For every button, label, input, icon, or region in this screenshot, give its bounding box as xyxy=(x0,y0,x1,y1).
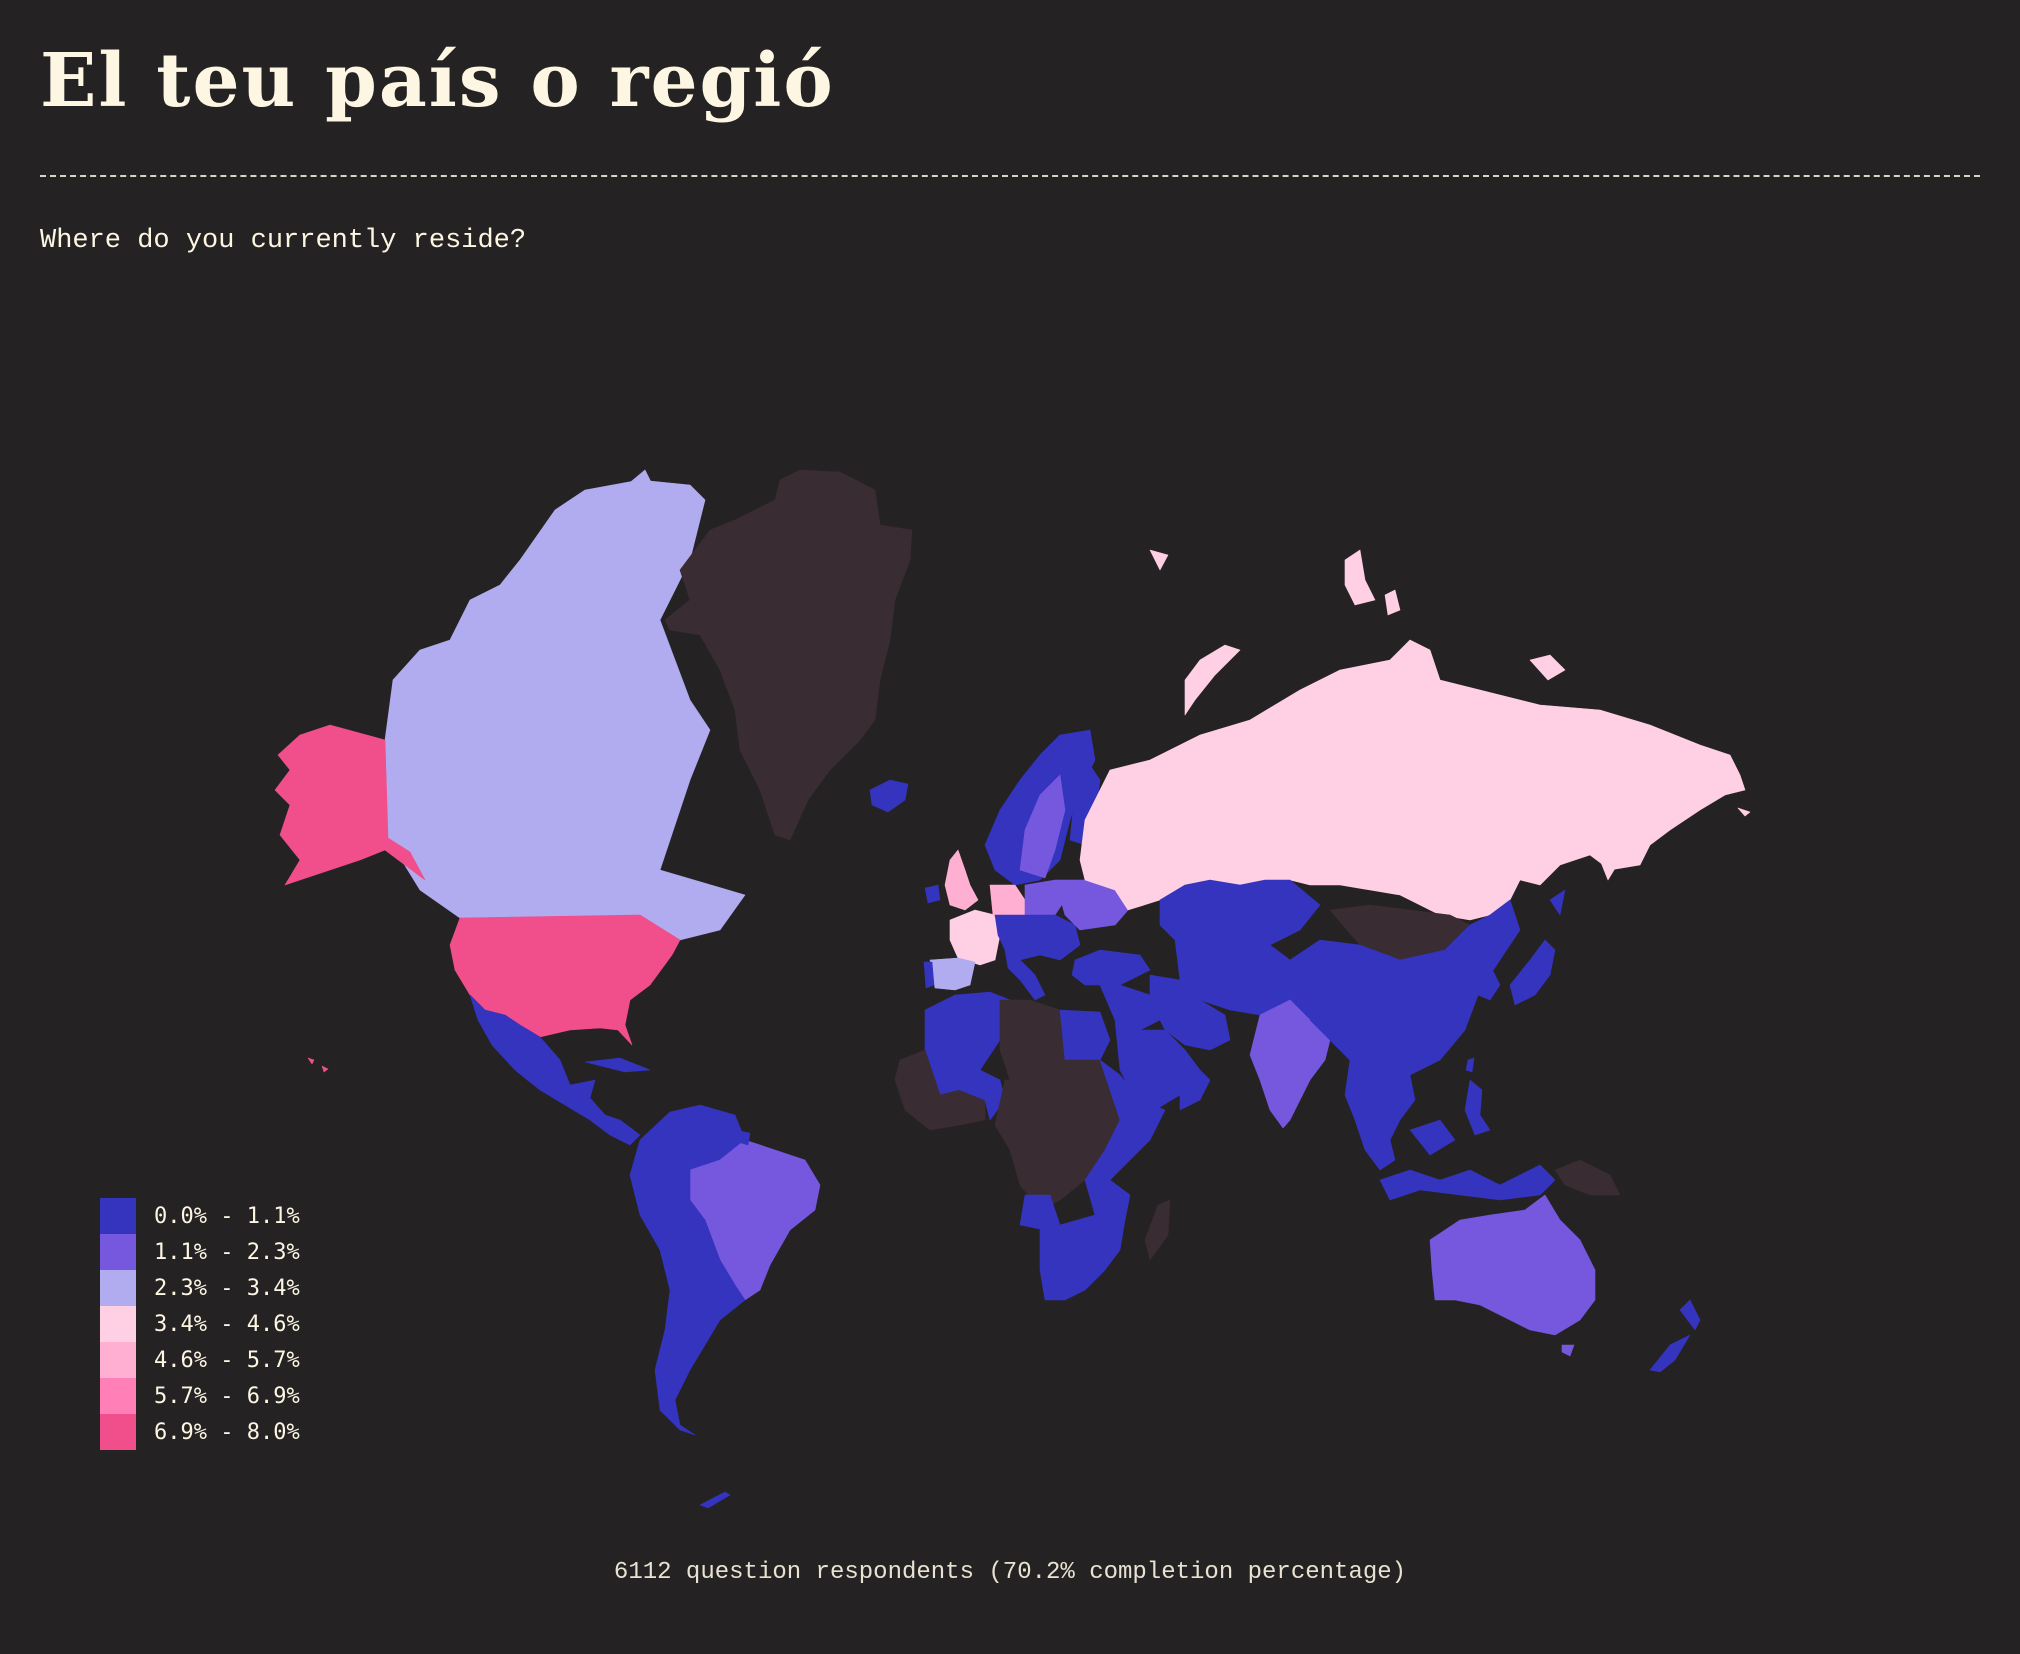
region-antarctic-fragment xyxy=(699,1491,731,1509)
region-sweden xyxy=(1019,774,1066,879)
region-west-south-america xyxy=(629,1139,746,1436)
region-southern-africa xyxy=(1039,1214,1126,1301)
region-hawaii xyxy=(307,1057,329,1073)
legend-swatch xyxy=(100,1270,136,1306)
region-guiana xyxy=(734,1129,751,1146)
region-papua-new-guinea xyxy=(1554,1159,1621,1196)
region-canada-islands xyxy=(574,469,691,621)
region-taiwan xyxy=(1465,1057,1475,1073)
legend-swatch xyxy=(100,1342,136,1378)
region-himalaya xyxy=(1309,1019,1351,1061)
region-russia-islands xyxy=(1149,549,1621,881)
legend-item: 1.1% - 2.3% xyxy=(100,1234,300,1270)
region-tasmania xyxy=(1561,1344,1575,1357)
region-egypt xyxy=(1059,1009,1111,1061)
region-australia xyxy=(1429,1194,1596,1336)
region-central-america xyxy=(564,1097,641,1146)
region-portugal xyxy=(923,961,935,989)
region-uk xyxy=(944,849,979,911)
region-kazakhstan xyxy=(1159,879,1321,951)
page-title: El teu país o regió xyxy=(40,38,835,124)
region-alaska xyxy=(274,724,426,886)
region-turkey xyxy=(1071,949,1151,986)
legend-label: 6.9% - 8.0% xyxy=(154,1419,300,1445)
region-italy-balkans xyxy=(1004,949,1046,1001)
legend-item: 6.9% - 8.0% xyxy=(100,1414,300,1450)
region-canada xyxy=(384,479,746,941)
legend-label: 5.7% - 6.9% xyxy=(154,1383,300,1409)
legend-label: 1.1% - 2.3% xyxy=(154,1239,300,1265)
region-korea xyxy=(1474,964,1501,1001)
legend-item: 0.0% - 1.1% xyxy=(100,1198,300,1234)
legend-item: 4.6% - 5.7% xyxy=(100,1342,300,1378)
legend-swatch xyxy=(100,1378,136,1414)
region-east-africa xyxy=(1099,1059,1166,1181)
region-hawaii-kamchatka-tip xyxy=(1737,807,1751,817)
region-west-africa xyxy=(894,1049,986,1131)
legend-item: 3.4% - 4.6% xyxy=(100,1306,300,1342)
region-southeast-asia xyxy=(1344,1059,1416,1171)
legend-label: 0.0% - 1.1% xyxy=(154,1203,300,1229)
region-iceland xyxy=(869,779,909,813)
region-ireland xyxy=(924,884,941,904)
legend-swatch xyxy=(100,1234,136,1270)
legend-label: 2.3% - 3.4% xyxy=(154,1275,300,1301)
region-indonesia xyxy=(1379,1119,1556,1201)
legend-label: 3.4% - 4.6% xyxy=(154,1311,300,1337)
region-poland xyxy=(1024,879,1066,916)
region-new-zealand xyxy=(1649,1299,1701,1373)
legend-item: 2.3% - 3.4% xyxy=(100,1270,300,1306)
region-madagascar xyxy=(1144,1199,1171,1261)
region-japan xyxy=(1509,889,1566,1006)
region-france xyxy=(949,909,1001,966)
region-philippines xyxy=(1464,1079,1491,1136)
region-oman-yemen xyxy=(1179,1069,1211,1111)
legend-swatch xyxy=(100,1414,136,1450)
region-russia xyxy=(1079,639,1746,921)
legend-swatch xyxy=(100,1306,136,1342)
dashed-divider xyxy=(40,175,1980,177)
respondents-footer: 6112 question respondents (70.2% complet… xyxy=(613,1559,1407,1586)
legend-label: 4.6% - 5.7% xyxy=(154,1347,300,1373)
region-cuba xyxy=(584,1057,651,1073)
survey-question: Where do you currently reside? xyxy=(40,226,527,256)
region-mexico xyxy=(469,994,596,1106)
region-central-europe xyxy=(994,914,1081,961)
map-legend: 0.0% - 1.1% 1.1% - 2.3% 2.3% - 3.4% 3.4%… xyxy=(100,1198,300,1450)
region-greenland xyxy=(664,469,913,841)
legend-item: 5.7% - 6.9% xyxy=(100,1378,300,1414)
legend-swatch xyxy=(100,1198,136,1234)
region-spain xyxy=(929,957,976,991)
